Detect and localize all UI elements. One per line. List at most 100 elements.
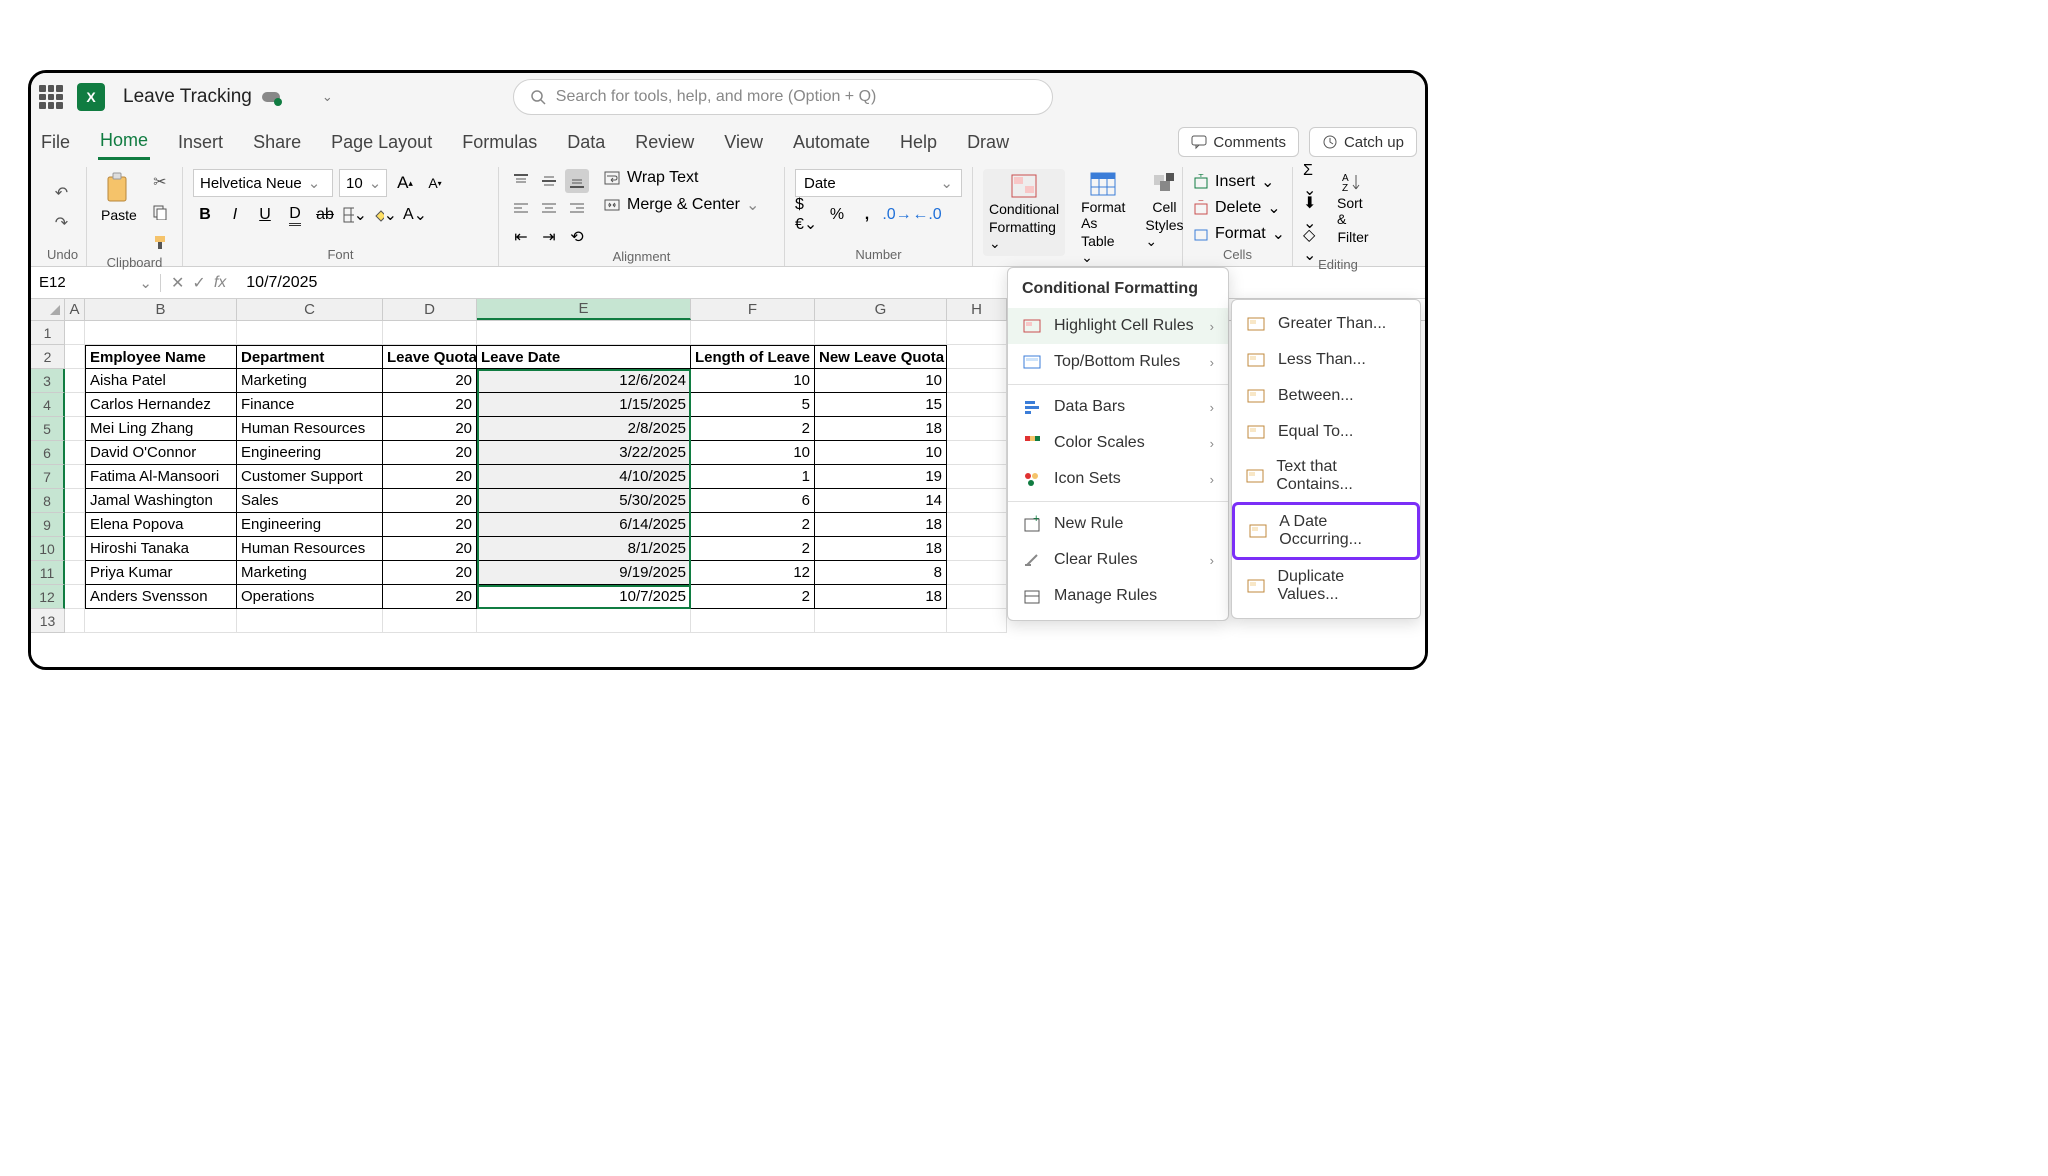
cell-G11[interactable]: 8 [815, 561, 947, 585]
format-cells-button[interactable]: Format ⌄ [1193, 224, 1285, 244]
tab-review[interactable]: Review [633, 126, 696, 159]
row-header-13[interactable]: 13 [31, 609, 65, 633]
cell-H13[interactable] [947, 609, 1007, 633]
cell-F1[interactable] [691, 321, 815, 345]
cell-E3[interactable]: 12/6/2024 [477, 369, 691, 393]
hcr-item-4[interactable]: Text that Contains... [1232, 450, 1420, 502]
italic-button[interactable]: I [223, 203, 247, 227]
paste-button[interactable]: Paste [97, 169, 141, 225]
document-title[interactable]: Leave Tracking [123, 86, 252, 108]
column-header-D[interactable]: D [383, 299, 477, 320]
row-header-4[interactable]: 4 [31, 393, 65, 417]
cell-F4[interactable]: 5 [691, 393, 815, 417]
hcr-item-0[interactable]: Greater Than... [1232, 306, 1420, 342]
select-all-corner[interactable] [31, 299, 65, 320]
cut-button[interactable]: ✂ [147, 169, 173, 195]
cell-E8[interactable]: 5/30/2025 [477, 489, 691, 513]
cell-F13[interactable] [691, 609, 815, 633]
cell-D4[interactable]: 20 [383, 393, 477, 417]
cf-menu-data-bars[interactable]: Data Bars› [1008, 389, 1228, 425]
column-header-E[interactable]: E [477, 299, 691, 320]
tab-data[interactable]: Data [565, 126, 607, 159]
redo-button[interactable]: ↷ [49, 210, 75, 236]
cell-B4[interactable]: Carlos Hernandez [85, 393, 237, 417]
cell-A12[interactable] [65, 585, 85, 609]
cell-F8[interactable]: 6 [691, 489, 815, 513]
cell-H2[interactable] [947, 345, 1007, 369]
cell-C2[interactable]: Department [237, 345, 383, 369]
format-painter-button[interactable] [147, 229, 173, 255]
increase-indent-button[interactable]: ⇥ [537, 225, 561, 249]
cell-G12[interactable]: 18 [815, 585, 947, 609]
cell-A3[interactable] [65, 369, 85, 393]
cell-F5[interactable]: 2 [691, 417, 815, 441]
cell-C12[interactable]: Operations [237, 585, 383, 609]
tab-page-layout[interactable]: Page Layout [329, 126, 434, 159]
cell-H12[interactable] [947, 585, 1007, 609]
cell-G4[interactable]: 15 [815, 393, 947, 417]
cell-B6[interactable]: David O'Connor [85, 441, 237, 465]
cell-E5[interactable]: 2/8/2025 [477, 417, 691, 441]
cell-H5[interactable] [947, 417, 1007, 441]
align-right-button[interactable] [565, 197, 589, 221]
percent-format-button[interactable]: % [825, 203, 849, 227]
cell-D12[interactable]: 20 [383, 585, 477, 609]
insert-cells-button[interactable]: +Insert ⌄ [1193, 172, 1274, 192]
cell-E1[interactable] [477, 321, 691, 345]
cell-A1[interactable] [65, 321, 85, 345]
delete-cells-button[interactable]: −Delete ⌄ [1193, 198, 1281, 218]
undo-button[interactable]: ↶ [49, 180, 75, 206]
autosum-button[interactable]: Σ ⌄ [1303, 169, 1327, 193]
align-middle-button[interactable] [537, 169, 561, 193]
underline-button[interactable]: U [253, 203, 277, 227]
enter-formula-icon[interactable]: ✓ [192, 273, 205, 293]
row-header-6[interactable]: 6 [31, 441, 65, 465]
cell-E9[interactable]: 6/14/2025 [477, 513, 691, 537]
cell-H9[interactable] [947, 513, 1007, 537]
cell-G2[interactable]: New Leave Quota [815, 345, 947, 369]
cf-menu-top-bottom-rules[interactable]: Top/Bottom Rules› [1008, 344, 1228, 380]
cf-menu-color-scales[interactable]: Color Scales› [1008, 425, 1228, 461]
cell-A9[interactable] [65, 513, 85, 537]
cell-H11[interactable] [947, 561, 1007, 585]
row-header-11[interactable]: 11 [31, 561, 65, 585]
number-format-select[interactable]: Date⌄ [795, 169, 962, 197]
row-header-9[interactable]: 9 [31, 513, 65, 537]
row-header-7[interactable]: 7 [31, 465, 65, 489]
name-box[interactable]: E12⌄ [31, 274, 161, 292]
cell-B12[interactable]: Anders Svensson [85, 585, 237, 609]
cell-E6[interactable]: 3/22/2025 [477, 441, 691, 465]
cell-C9[interactable]: Engineering [237, 513, 383, 537]
cell-G13[interactable] [815, 609, 947, 633]
title-chevron-icon[interactable]: ⌄ [322, 89, 333, 105]
sort-filter-button[interactable]: AZ Sort & Filter [1333, 169, 1373, 247]
cell-A5[interactable] [65, 417, 85, 441]
cell-C13[interactable] [237, 609, 383, 633]
cell-B8[interactable]: Jamal Washington [85, 489, 237, 513]
row-header-10[interactable]: 10 [31, 537, 65, 561]
orientation-button[interactable]: ⟲ [565, 225, 589, 249]
cell-B9[interactable]: Elena Popova [85, 513, 237, 537]
cell-E7[interactable]: 4/10/2025 [477, 465, 691, 489]
cell-A10[interactable] [65, 537, 85, 561]
cell-F9[interactable]: 2 [691, 513, 815, 537]
cell-F11[interactable]: 12 [691, 561, 815, 585]
merge-center-button[interactable]: Merge & Center⌄ [603, 195, 759, 215]
cell-D9[interactable]: 20 [383, 513, 477, 537]
cell-H7[interactable] [947, 465, 1007, 489]
cell-G6[interactable]: 10 [815, 441, 947, 465]
wrap-text-button[interactable]: Wrap Text [603, 169, 759, 187]
cell-G1[interactable] [815, 321, 947, 345]
tab-formulas[interactable]: Formulas [460, 126, 539, 159]
cell-E2[interactable]: Leave Date [477, 345, 691, 369]
cell-B3[interactable]: Aisha Patel [85, 369, 237, 393]
increase-decimal-button[interactable]: .0→ [885, 203, 909, 227]
hcr-item-3[interactable]: Equal To... [1232, 414, 1420, 450]
cancel-formula-icon[interactable]: ✕ [171, 273, 184, 293]
tab-automate[interactable]: Automate [791, 126, 872, 159]
cell-G10[interactable]: 18 [815, 537, 947, 561]
font-color-button[interactable]: A⌄ [403, 203, 427, 227]
cell-H6[interactable] [947, 441, 1007, 465]
fill-button[interactable]: ⬇ ⌄ [1303, 201, 1327, 225]
cell-E4[interactable]: 1/15/2025 [477, 393, 691, 417]
